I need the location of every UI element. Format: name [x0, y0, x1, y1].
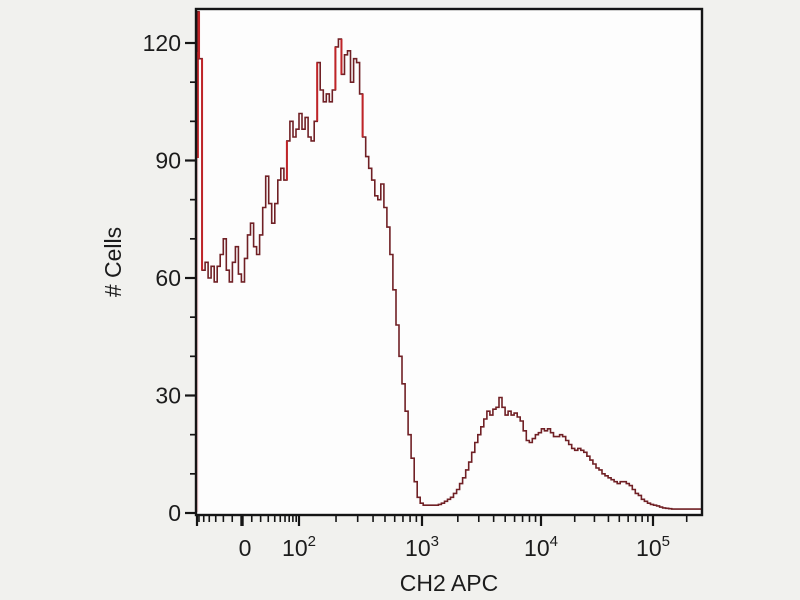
- x-tick-label: 0: [239, 535, 252, 561]
- y-tick-label: 30: [155, 383, 181, 409]
- y-axis-title: # Cells: [100, 227, 126, 297]
- x-tick-label: 102: [282, 533, 316, 561]
- x-axis-ticks: [195, 516, 688, 526]
- x-axis-title: CH2 APC: [400, 570, 498, 596]
- x-tick-label: 105: [636, 533, 670, 561]
- plot-border: [194, 7, 704, 517]
- x-tick-label: 103: [405, 533, 439, 561]
- x-tick-label: 104: [524, 533, 558, 561]
- y-axis-tick-labels: 0 30 60 90 120: [143, 30, 181, 526]
- x-axis-tick-labels: 0 102 103 104 105: [239, 533, 670, 561]
- y-tick-label: 90: [155, 148, 181, 174]
- y-tick-label: 0: [168, 500, 181, 526]
- histogram-curve: [196, 10, 702, 510]
- plot-area: [196, 9, 702, 515]
- histogram-curve-red-risers: [198, 11, 364, 271]
- y-tick-label: 60: [155, 265, 181, 291]
- y-tick-label: 120: [143, 30, 181, 56]
